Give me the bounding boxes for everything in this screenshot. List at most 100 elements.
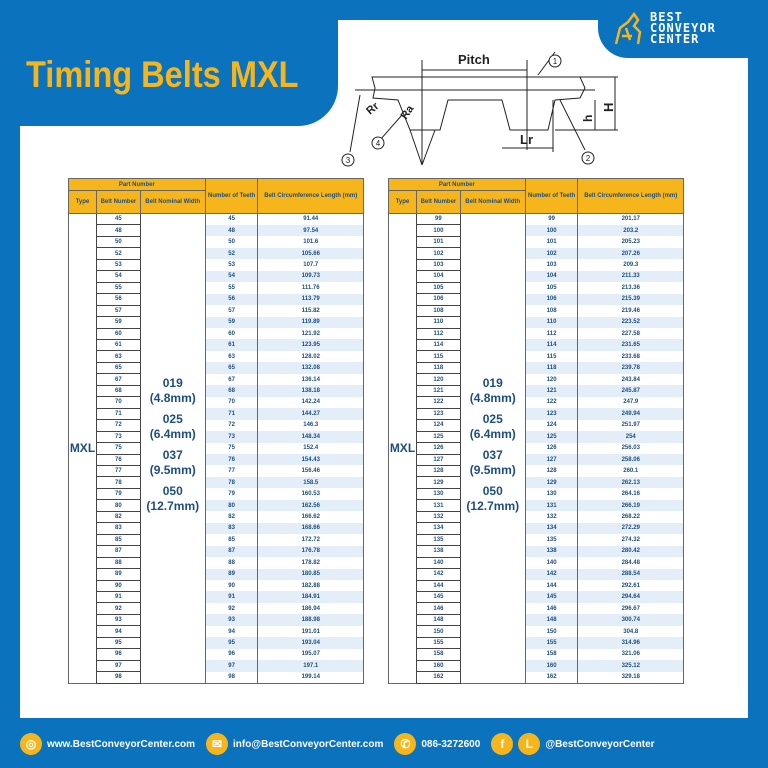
belt-number-cell: 63 bbox=[95, 350, 141, 363]
length-cell: 107.7 bbox=[257, 259, 364, 271]
length-cell: 239.78 bbox=[577, 362, 684, 374]
belt-number-cell: 138 bbox=[415, 545, 461, 558]
belt-number-cell: 162 bbox=[415, 671, 461, 684]
teeth-cell: 140 bbox=[524, 557, 578, 569]
length-cell: 180.85 bbox=[257, 568, 364, 580]
belt-number-cell: 78 bbox=[95, 476, 141, 489]
length-cell: 207.26 bbox=[577, 247, 684, 260]
teeth-cell: 45 bbox=[204, 213, 258, 225]
mail-icon: ✉ bbox=[206, 733, 229, 755]
teeth-cell: 76 bbox=[204, 454, 258, 466]
width-option: (4.8mm) bbox=[149, 391, 196, 406]
table-row: 98 98 199.14 bbox=[69, 671, 364, 684]
table-row: 50 50 101.6 bbox=[69, 235, 364, 249]
belt-number-cell: 158 bbox=[415, 648, 461, 661]
rr-label: Rr bbox=[364, 100, 382, 118]
length-cell: 321.06 bbox=[577, 648, 684, 661]
length-cell: 154.43 bbox=[257, 454, 364, 466]
teeth-cell: 122 bbox=[524, 396, 578, 409]
table-row: 87 87 176.78 bbox=[69, 545, 364, 558]
belt-number-cell: 80 bbox=[95, 499, 141, 512]
table-row: 114 114 231.65 bbox=[389, 338, 684, 352]
teeth-cell: 118 bbox=[524, 362, 578, 374]
length-cell: 249.94 bbox=[577, 408, 684, 420]
length-cell: 197.1 bbox=[257, 660, 364, 672]
table-row: 73 73 148.34 bbox=[69, 430, 364, 444]
teeth-cell: 144 bbox=[524, 580, 578, 592]
table-row: 77 77 156.46 bbox=[69, 464, 364, 478]
table-row: 125 125 254 bbox=[389, 430, 684, 444]
belt-number-cell: 75 bbox=[95, 442, 141, 455]
table-row: 88 88 178.82 bbox=[69, 556, 364, 570]
table-row: 93 93 188.98 bbox=[69, 613, 364, 627]
belt-number-cell: 53 bbox=[95, 258, 141, 272]
table-row: 57 57 115.82 bbox=[69, 304, 364, 318]
belt-number-cell: 105 bbox=[415, 281, 461, 295]
callout-3: 3 bbox=[346, 156, 351, 165]
belt-number-cell: 48 bbox=[95, 224, 141, 237]
width-option: (12.7mm) bbox=[466, 499, 520, 514]
teeth-cell: 78 bbox=[204, 476, 258, 489]
length-cell: 115.82 bbox=[257, 305, 364, 317]
title-banner: Timing Belts MXL bbox=[0, 0, 338, 126]
length-cell: 211.33 bbox=[577, 270, 684, 283]
social-handle[interactable]: @BestConveyorCenter bbox=[545, 738, 655, 750]
length-cell: 156.46 bbox=[257, 465, 364, 477]
belt-number-cell: 144 bbox=[415, 579, 461, 592]
teeth-cell: 82 bbox=[204, 511, 258, 523]
width-option: 025 bbox=[162, 412, 183, 427]
width-option: (9.5mm) bbox=[149, 463, 196, 478]
belt-number-cell: 76 bbox=[95, 453, 141, 466]
length-cell: 314.96 bbox=[577, 637, 684, 649]
belt-profile-diagram: Pitch Rr Ra Lr h H 1 2 3 4 bbox=[341, 51, 618, 167]
belt-number-cell: 101 bbox=[415, 235, 461, 249]
table-row: 130 130 264.16 bbox=[389, 487, 684, 501]
table-row: 92 92 186.94 bbox=[69, 602, 364, 615]
length-cell: 158.5 bbox=[257, 476, 364, 489]
belt-number-cell: 93 bbox=[95, 613, 141, 627]
table-row: 102 102 207.26 bbox=[389, 247, 684, 260]
length-cell: 136.14 bbox=[257, 373, 364, 386]
length-cell: 219.46 bbox=[577, 305, 684, 317]
belt-number-cell: 160 bbox=[415, 659, 461, 673]
teeth-cell: 94 bbox=[204, 625, 258, 638]
teeth-cell: 90 bbox=[204, 580, 258, 592]
teeth-cell: 130 bbox=[524, 488, 578, 500]
length-cell: 245.87 bbox=[577, 385, 684, 397]
length-cell: 294.64 bbox=[577, 591, 684, 603]
website-link[interactable]: www.BestConveyorCenter.com bbox=[47, 738, 196, 750]
length-cell: 260.1 bbox=[577, 465, 684, 477]
belt-number-cell: 114 bbox=[415, 338, 461, 352]
teeth-cell: 60 bbox=[204, 328, 258, 340]
belt-number-cell: 135 bbox=[415, 533, 461, 547]
table-row: MXL 99 019 (4.8mm) 025 (6.4mm) 037 (9.5mm) 050 (1… bbox=[388, 212, 684, 684]
belt-number-cell: 56 bbox=[95, 293, 141, 306]
table-row: 80 80 162.56 bbox=[69, 499, 364, 512]
table-row: 61 61 123.95 bbox=[69, 338, 364, 352]
teeth-cell: 125 bbox=[524, 431, 578, 443]
length-cell: 292.61 bbox=[577, 580, 684, 592]
length-cell: 288.54 bbox=[577, 568, 684, 580]
pitch-label: Pitch bbox=[458, 52, 490, 67]
nominal-width-cell: 019 (4.8mm) 025 (6.4mm) 037 (9.5mm) 050 (12.7mm… bbox=[460, 213, 526, 684]
globe-icon: ◎ bbox=[20, 733, 42, 755]
table-row: 160 160 325.12 bbox=[389, 659, 684, 673]
teeth-cell: 83 bbox=[204, 522, 258, 535]
table-row: 135 135 274.32 bbox=[389, 533, 684, 547]
belt-number-cell: 71 bbox=[95, 407, 141, 421]
table-row: 128 128 260.1 bbox=[389, 464, 684, 478]
width-option: (6.4mm) bbox=[149, 427, 196, 442]
belt-number-cell: 146 bbox=[415, 602, 461, 615]
length-cell: 178.82 bbox=[257, 557, 364, 569]
belt-number-cell: 59 bbox=[95, 316, 141, 329]
table-row: 95 95 193.04 bbox=[69, 636, 364, 650]
teeth-cell: 92 bbox=[204, 602, 258, 615]
teeth-cell: 138 bbox=[524, 545, 578, 558]
phone-number[interactable]: 086-3272600 bbox=[421, 738, 481, 750]
table-row: 121 121 245.87 bbox=[389, 384, 684, 398]
teeth-cell: 63 bbox=[204, 350, 258, 363]
email-link[interactable]: info@BestConveyorCenter.com bbox=[233, 738, 384, 750]
length-header: Belt Circumference Length (mm) bbox=[257, 178, 364, 214]
table-row: 162 162 329.18 bbox=[389, 671, 684, 684]
width-option: 019 bbox=[482, 376, 503, 391]
